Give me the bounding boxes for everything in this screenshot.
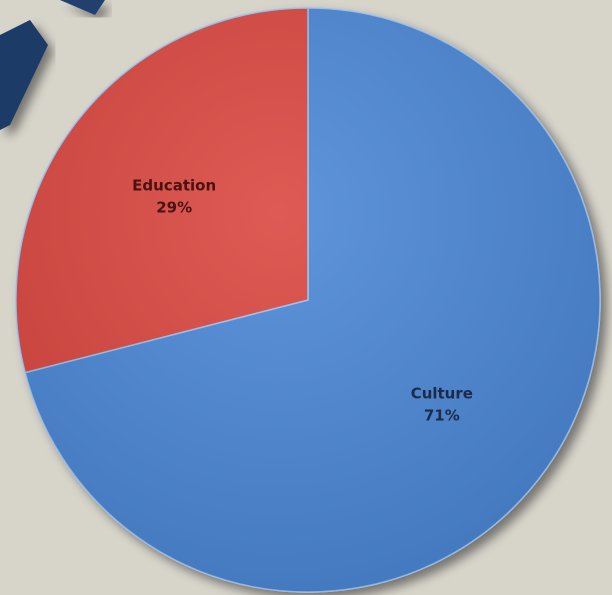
- slice-label: Education: [132, 177, 216, 195]
- slice-value-label: 29%: [156, 199, 192, 217]
- slice-value-label: 71%: [424, 406, 460, 424]
- labels: Culture 71% Education 29%: [132, 177, 473, 425]
- slice-label: Culture: [411, 384, 473, 402]
- pie: [15, 7, 601, 593]
